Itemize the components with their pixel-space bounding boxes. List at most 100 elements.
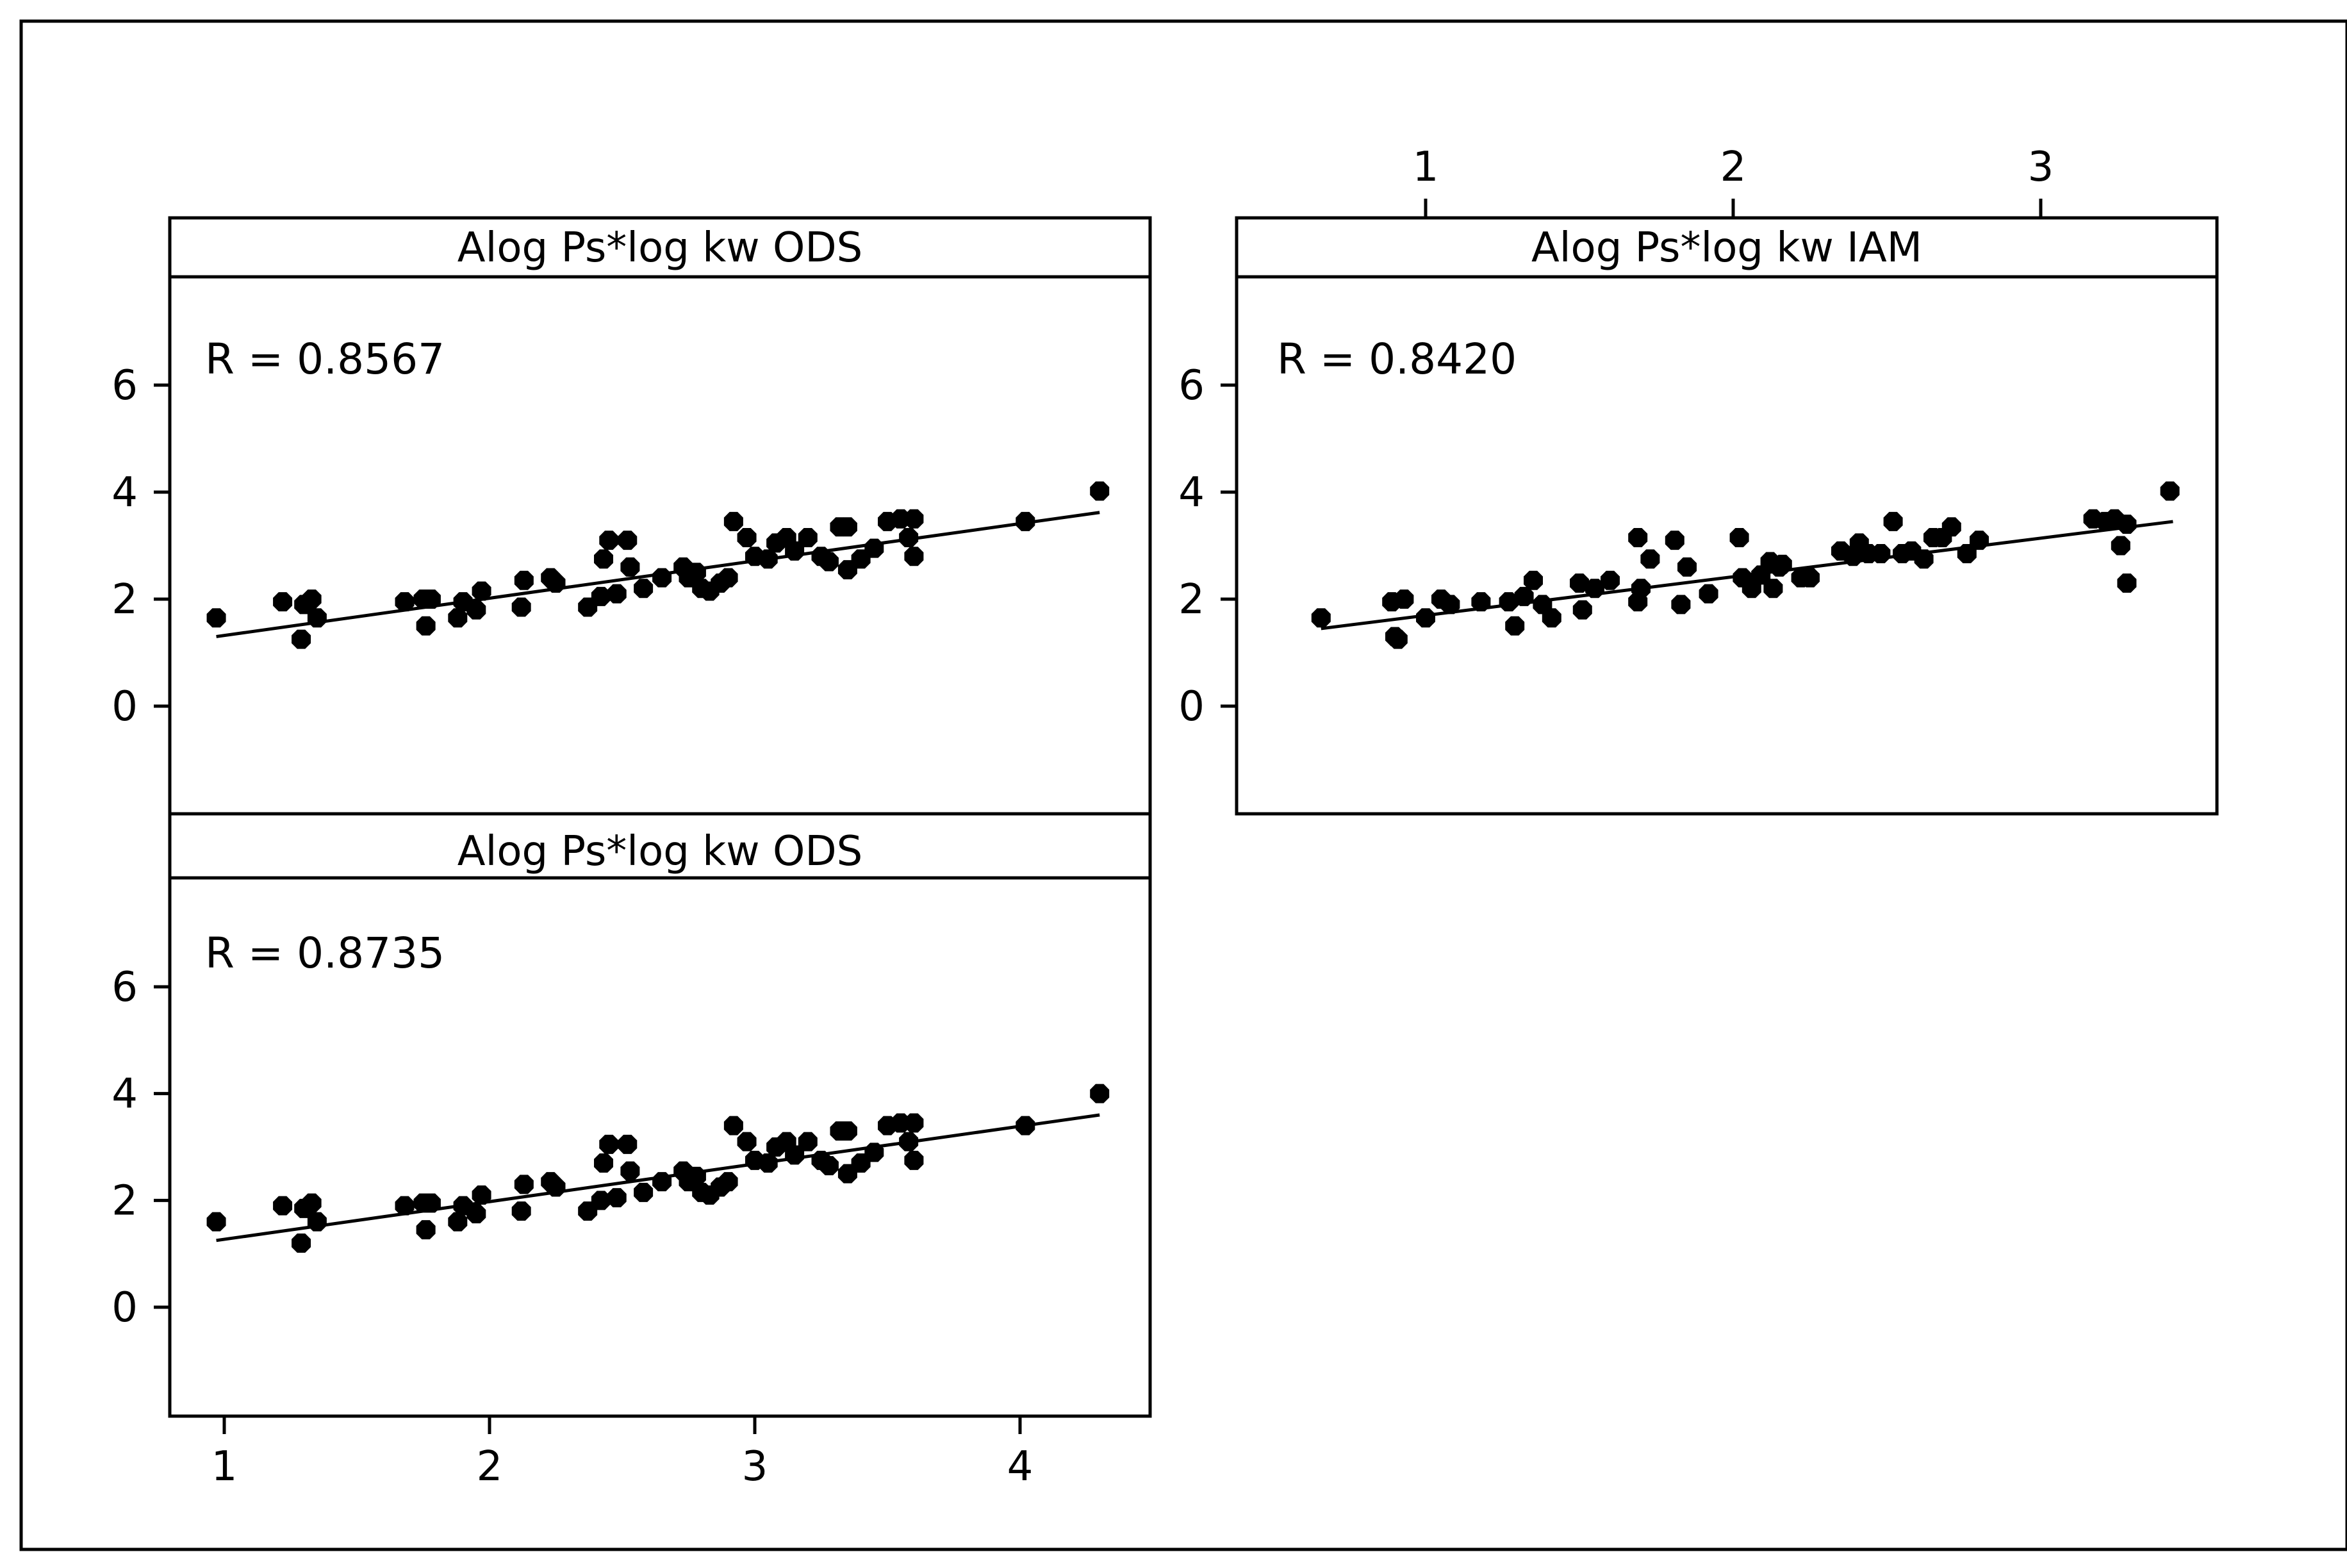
data-point bbox=[1440, 595, 1460, 615]
data-point bbox=[851, 1153, 871, 1173]
data-point bbox=[652, 568, 672, 588]
data-point bbox=[758, 549, 778, 569]
data-point bbox=[292, 629, 311, 649]
data-point bbox=[2111, 536, 2130, 556]
panel-title: Alog Ps*log kw ODS bbox=[457, 828, 862, 875]
data-point bbox=[904, 547, 924, 566]
data-point bbox=[591, 1191, 611, 1210]
data-point bbox=[620, 557, 640, 577]
data-point bbox=[1016, 1116, 1035, 1135]
data-point bbox=[785, 541, 805, 561]
data-point bbox=[686, 1166, 706, 1186]
correlation-label: R = 0.8567 bbox=[205, 334, 445, 384]
data-point bbox=[1970, 531, 1989, 550]
data-point bbox=[618, 531, 638, 550]
correlation-label: R = 0.8420 bbox=[1277, 334, 1517, 384]
data-point bbox=[206, 608, 226, 628]
data-point bbox=[634, 579, 654, 598]
data-point bbox=[837, 1164, 857, 1184]
data-point bbox=[1542, 608, 1561, 628]
y-tick-label: 4 bbox=[111, 1071, 138, 1118]
data-point bbox=[851, 549, 871, 569]
data-point bbox=[1524, 570, 1543, 590]
data-point bbox=[864, 1143, 884, 1162]
data-point bbox=[421, 1193, 441, 1213]
data-point bbox=[618, 1134, 638, 1154]
y-tick-label: 0 bbox=[111, 683, 138, 730]
data-point bbox=[1471, 592, 1491, 612]
panel-ods-bottom: Alog Ps*log kw ODS R = 0.8735 0 2 4 6 1 2 3 4 bbox=[111, 812, 1152, 1490]
y-tick-label: 6 bbox=[111, 362, 138, 409]
plot-marks: 0 2 4 6 bbox=[111, 362, 1110, 730]
x-tick-label-bottom: 1 bbox=[211, 1443, 238, 1490]
data-point bbox=[819, 1156, 839, 1176]
data-point bbox=[511, 1201, 531, 1221]
x-tick-label-bottom: 2 bbox=[477, 1443, 503, 1490]
data-point bbox=[1677, 557, 1697, 577]
data-point bbox=[1388, 629, 1408, 649]
panel-frame bbox=[168, 216, 1152, 816]
data-point bbox=[599, 531, 619, 550]
y-tick-label: 0 bbox=[111, 1284, 138, 1332]
data-point bbox=[718, 568, 738, 588]
data-point bbox=[448, 1212, 468, 1232]
data-point bbox=[594, 549, 614, 569]
plot-marks: 0 2 4 6 1 2 3 4 bbox=[111, 964, 1110, 1490]
correlation-label: R = 0.8735 bbox=[205, 928, 445, 978]
data-point bbox=[1671, 595, 1691, 615]
data-point bbox=[472, 581, 491, 601]
data-point bbox=[837, 1121, 857, 1141]
data-point bbox=[904, 509, 924, 529]
data-point bbox=[594, 1153, 614, 1173]
data-point bbox=[634, 1182, 654, 1202]
panel-ods-top: Alog Ps*log kw ODS R = 0.8567 0 2 4 6 bbox=[111, 216, 1152, 816]
data-point bbox=[837, 517, 857, 537]
data-point bbox=[206, 1212, 226, 1232]
data-point bbox=[546, 573, 566, 593]
data-point bbox=[1090, 1084, 1110, 1103]
data-point bbox=[1628, 527, 1648, 547]
data-point bbox=[2117, 573, 2137, 593]
data-point bbox=[1957, 544, 1977, 564]
data-point bbox=[395, 1196, 415, 1216]
data-point bbox=[1640, 549, 1660, 569]
data-point bbox=[1883, 511, 1903, 531]
x-tick-label-top: 2 bbox=[1720, 144, 1747, 191]
data-point bbox=[514, 570, 534, 590]
y-tick-label: 2 bbox=[1178, 576, 1205, 623]
data-point bbox=[798, 527, 818, 547]
data-point bbox=[737, 527, 757, 547]
data-point bbox=[273, 592, 293, 612]
data-point bbox=[1311, 608, 1331, 628]
data-point bbox=[904, 1113, 924, 1133]
panel-title: Alog Ps*log kw IAM bbox=[1531, 224, 1922, 272]
data-point bbox=[302, 1193, 322, 1213]
data-point bbox=[899, 1132, 919, 1151]
data-point bbox=[1416, 608, 1435, 628]
data-point bbox=[578, 1201, 598, 1221]
data-point bbox=[1871, 544, 1891, 564]
data-point bbox=[307, 1212, 327, 1232]
data-point bbox=[599, 1134, 619, 1154]
data-point bbox=[620, 1161, 640, 1181]
data-point bbox=[652, 1172, 672, 1192]
data-point bbox=[819, 552, 839, 572]
data-point bbox=[1572, 600, 1592, 620]
y-tick-label: 6 bbox=[1178, 362, 1205, 409]
data-point bbox=[466, 1204, 486, 1224]
outer-frame bbox=[19, 19, 2347, 1551]
data-point bbox=[686, 563, 706, 582]
data-point bbox=[1016, 511, 1035, 531]
data-point bbox=[1699, 584, 1718, 604]
panel-title: Alog Ps*log kw ODS bbox=[457, 224, 862, 272]
data-point bbox=[864, 538, 884, 558]
data-point bbox=[1772, 554, 1792, 574]
data-point bbox=[758, 1153, 778, 1173]
data-point bbox=[2117, 515, 2137, 534]
data-point bbox=[785, 1145, 805, 1165]
x-tick-label-bottom: 4 bbox=[1007, 1443, 1034, 1490]
data-point bbox=[273, 1196, 293, 1216]
data-point bbox=[511, 597, 531, 617]
data-point bbox=[307, 608, 327, 628]
